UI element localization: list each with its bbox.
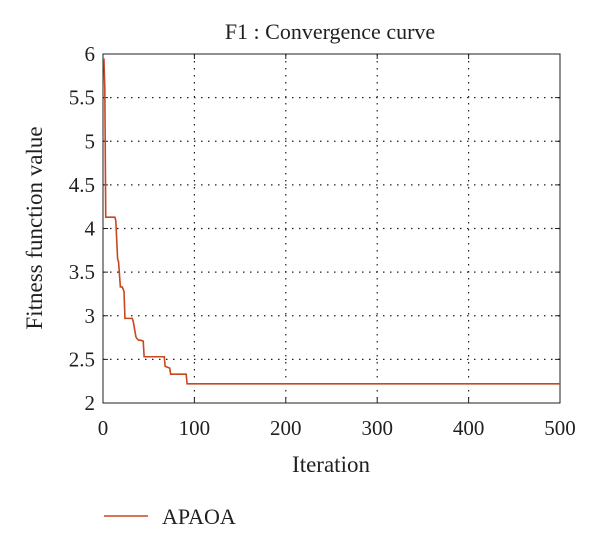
y-tick-label: 2 bbox=[85, 391, 96, 415]
y-tick-label: 2.5 bbox=[69, 347, 95, 371]
y-tick-label: 4 bbox=[85, 217, 96, 241]
x-tick-label: 100 bbox=[179, 416, 211, 440]
y-tick-label: 5.5 bbox=[69, 86, 95, 110]
y-tick-label: 3 bbox=[85, 304, 96, 328]
x-tick-label: 500 bbox=[544, 416, 576, 440]
x-tick-label: 200 bbox=[270, 416, 302, 440]
y-tick-label: 5 bbox=[85, 129, 96, 153]
x-axis-title: Iteration bbox=[292, 452, 370, 477]
y-tick-label: 3.5 bbox=[69, 260, 95, 284]
x-tick-label: 0 bbox=[98, 416, 109, 440]
chart-title: F1 : Convergence curve bbox=[225, 19, 435, 44]
legend: APAOA bbox=[104, 504, 236, 529]
legend-label-apaoa: APAOA bbox=[162, 504, 236, 529]
plot-area-frame bbox=[102, 53, 561, 404]
grid-lines bbox=[103, 54, 560, 403]
x-tick-labels: 0 100 200 300 400 500 bbox=[98, 416, 576, 440]
y-tick-labels: 2 2.5 3 3.5 4 4.5 5 5.5 6 bbox=[69, 42, 96, 415]
axis-ticks bbox=[102, 53, 561, 404]
x-tick-label: 400 bbox=[453, 416, 485, 440]
series-line-apaoa bbox=[103, 58, 560, 385]
y-tick-label: 6 bbox=[85, 42, 96, 66]
y-tick-label: 4.5 bbox=[69, 173, 95, 197]
y-axis-title: Fitness function value bbox=[22, 126, 47, 329]
x-tick-label: 300 bbox=[361, 416, 393, 440]
